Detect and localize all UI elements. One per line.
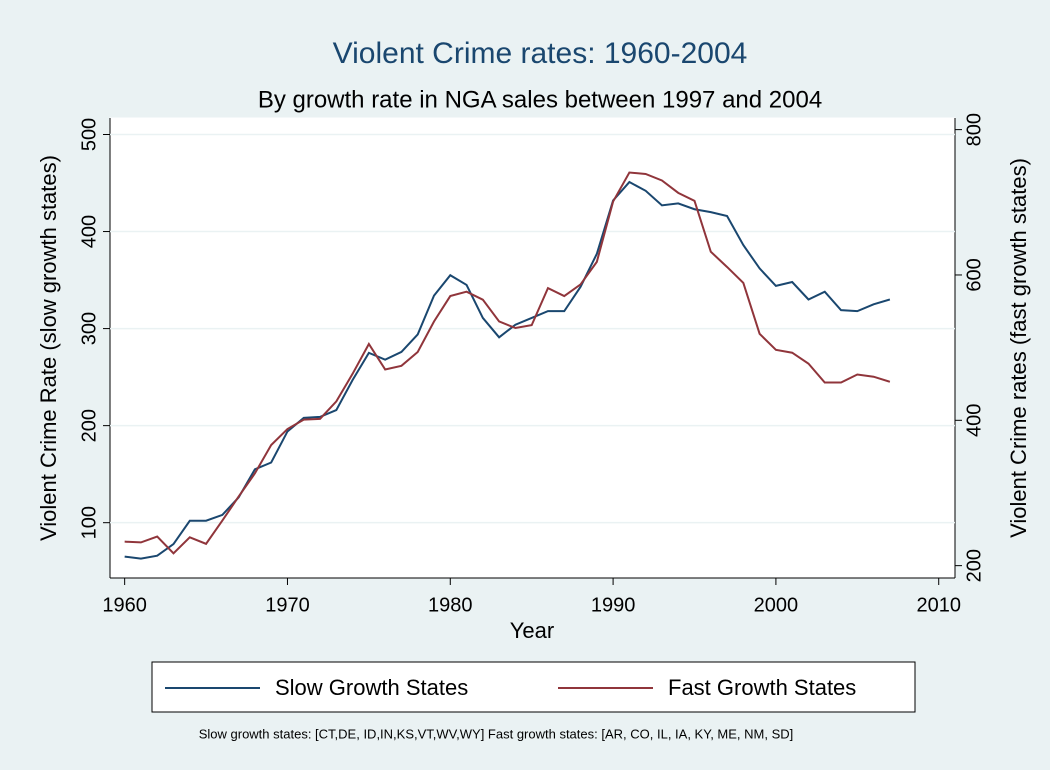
y2-tick-label: 800 (963, 113, 985, 146)
note: Slow growth states: [CT,DE, ID,IN,KS,VT,… (199, 726, 794, 741)
y-tick-label: 100 (78, 506, 100, 539)
y2-tick-label: 400 (963, 404, 985, 437)
legend-label: Slow Growth States (275, 675, 468, 700)
x-tick-label: 1990 (591, 594, 636, 616)
legend-box (151, 661, 916, 713)
y-tick-label: 400 (78, 215, 100, 248)
x-tick-label: 1960 (102, 594, 147, 616)
chart-subtitle: By growth rate in NGA sales between 1997… (258, 86, 822, 113)
x-tick-label: 1970 (265, 594, 310, 616)
y-tick-label: 500 (78, 118, 100, 151)
x-tick-label: 1980 (428, 594, 473, 616)
y-tick-label: 200 (78, 409, 100, 442)
y2-axis-title: Violent Crime rates (fast growth states) (1006, 158, 1031, 538)
series-line (124, 180, 891, 560)
y2-tick-label: 600 (963, 258, 985, 291)
plot-area (109, 117, 956, 579)
y-tick-label: 300 (78, 312, 100, 345)
x-tick-label: 2000 (754, 594, 799, 616)
x-tick-label: 2010 (916, 594, 961, 616)
x-axis-title: Year (510, 618, 554, 643)
chart-title: Violent Crime rates: 1960-2004 (333, 37, 748, 70)
legend-label: Fast Growth States (668, 675, 856, 700)
y-axis-title: Violent Crime Rate (slow growth states) (36, 155, 61, 541)
series-line (124, 171, 891, 555)
y2-tick-label: 200 (963, 549, 985, 582)
